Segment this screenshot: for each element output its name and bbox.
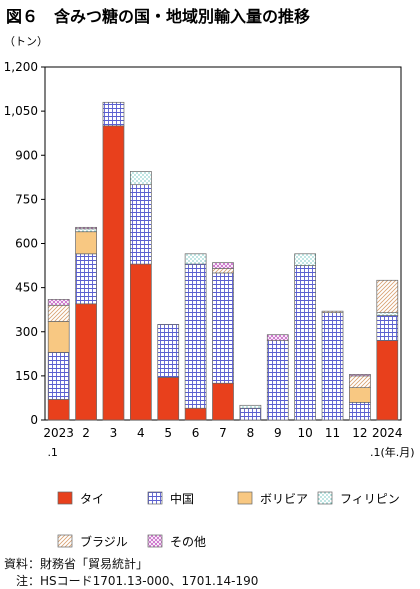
bar-segment (266, 340, 289, 421)
y-axis-unit: （トン） (4, 35, 48, 48)
bar-segment (212, 268, 234, 274)
x-tick-label: 6 (192, 426, 200, 440)
x-tick-label: 2023 (43, 426, 74, 440)
bar-segment (376, 315, 399, 341)
y-tick-label: 750 (15, 192, 38, 206)
bar-segment (102, 101, 125, 127)
bar-segment (102, 125, 125, 421)
bar-segment (129, 184, 152, 265)
y-tick-label: 600 (15, 237, 38, 251)
legend-label: ブラジル (80, 534, 128, 549)
bar-segment (129, 171, 152, 186)
x-tick-label: 4 (137, 426, 145, 440)
x-tick-sublabel: .1 (47, 446, 58, 459)
legend-label: タイ (80, 492, 104, 506)
bar-segment (212, 262, 234, 269)
x-tick-label: 5 (164, 426, 172, 440)
bar-segment (349, 402, 371, 421)
bar-segment (321, 312, 344, 421)
bar-segment (349, 374, 371, 377)
x-tick-label: 10 (298, 426, 313, 440)
bar-segment (294, 253, 317, 266)
bar-segment (266, 334, 289, 341)
bar-segment (75, 253, 97, 305)
bar-segment (157, 376, 180, 421)
x-tick-label: 7 (219, 426, 227, 440)
bar-segment (184, 253, 207, 265)
bar-segment (75, 226, 97, 230)
bar-segment (47, 399, 70, 421)
bar-segment (349, 387, 371, 403)
bar-segment (157, 324, 180, 378)
bar-segment (239, 407, 262, 421)
y-tick-label: 450 (15, 281, 38, 295)
x-tick-label: 8 (247, 426, 255, 440)
x-tick-label: 2024 (372, 426, 403, 440)
y-tick-label: 1,050 (4, 104, 38, 118)
source-note: 資料：財務省「貿易統計」 (4, 557, 149, 571)
legend-label: フィリピン (340, 492, 400, 506)
bar-segment (349, 375, 371, 388)
hs-code-note: 注：HSコード1701.13-000、1701.14-190 (4, 574, 259, 588)
x-axis-unit: .1(年.月) (370, 445, 415, 459)
x-tick-label: 2 (82, 426, 90, 440)
legend-swatch (57, 491, 73, 505)
legend-label: ボリビア (260, 492, 308, 506)
x-tick-label: 3 (110, 426, 118, 440)
bar-segment (376, 279, 399, 313)
y-tick-label: 300 (15, 325, 38, 339)
x-tick-label: 12 (352, 426, 367, 440)
bar-segment (47, 321, 70, 353)
legend-swatch (147, 491, 163, 505)
bar-segment (184, 407, 207, 421)
y-tick-label: 900 (15, 148, 38, 162)
y-tick-label: 1,200 (4, 60, 38, 74)
legend-swatch (57, 534, 73, 548)
bar-segment (75, 228, 97, 233)
bar-segment (47, 299, 70, 306)
legend-swatch (237, 491, 253, 505)
legend-swatch (317, 491, 333, 505)
bar-segment (47, 304, 70, 322)
bar-segment (376, 340, 399, 421)
bar-segment (47, 351, 70, 400)
bar-segment (212, 272, 234, 384)
legend-label: 中国 (170, 491, 194, 506)
legend-swatch (147, 534, 163, 548)
bar-segment (184, 263, 207, 409)
bar-segment (376, 312, 399, 316)
bar-segment (239, 404, 262, 409)
bar-segment (212, 382, 234, 421)
bar-segment (75, 303, 97, 421)
x-tick-label: 11 (325, 426, 340, 440)
bar-segment (75, 231, 97, 255)
x-tick-label: 9 (274, 426, 282, 440)
bar-segment (321, 310, 344, 313)
legend-label: その他 (170, 535, 206, 549)
y-tick-label: 0 (30, 413, 38, 427)
chart-title: 図６ 含みつ糖の国・地域別輸入量の推移 (6, 7, 310, 26)
y-tick-label: 150 (15, 369, 38, 383)
bar-segment (129, 263, 152, 421)
bar-segment (294, 265, 317, 421)
